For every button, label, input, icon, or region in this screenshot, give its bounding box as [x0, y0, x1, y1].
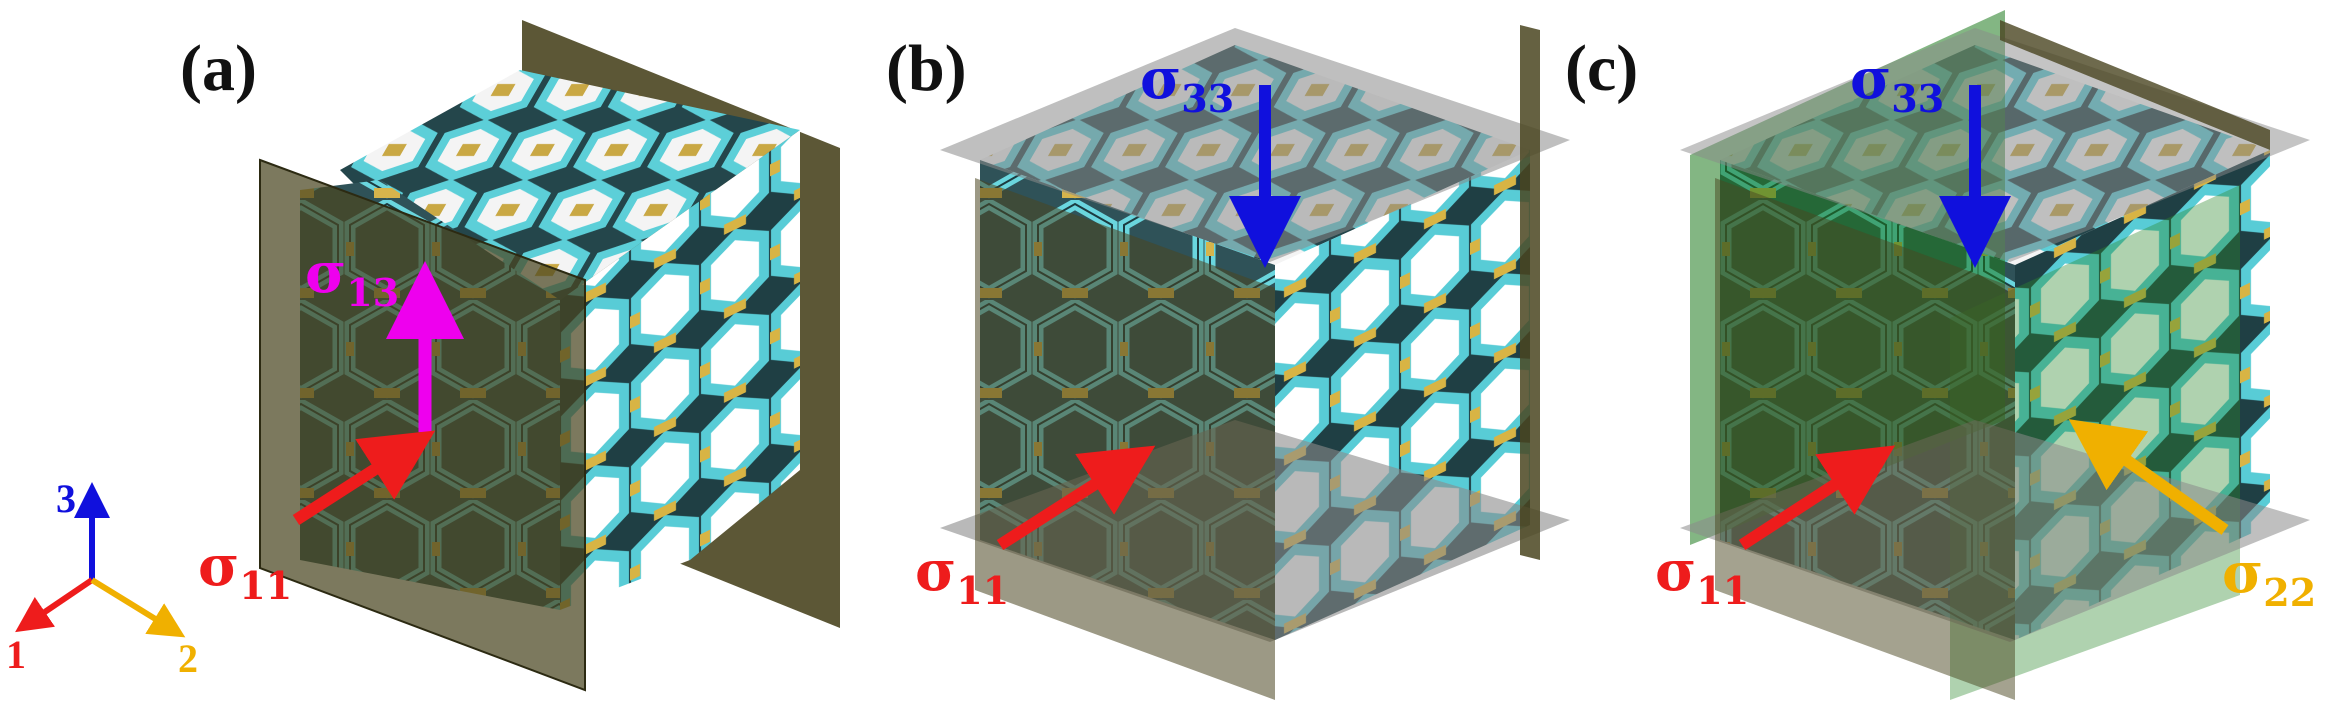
olive-plane-front-edge [259, 158, 586, 692]
sigma11-label-a: σ11 [198, 533, 292, 608]
sigma13-label: σ13 [305, 240, 399, 315]
sigma22-symbol-c: σ [2222, 540, 2263, 606]
lattice-side-face [560, 130, 800, 610]
sigma33-symbol-c: σ [1850, 46, 1891, 112]
panel-a: (a) σ13 σ11 [180, 20, 840, 692]
olive-plane-b [975, 178, 1275, 700]
sigma33-symbol-b: σ [1140, 46, 1181, 112]
sigma13-subscript: 13 [346, 270, 399, 315]
axis-2-label: 2 [178, 636, 198, 681]
sigma11-subscript-a: 11 [239, 563, 292, 608]
sigma33-label-b: σ33 [1140, 46, 1234, 121]
sigma33-subscript-b: 33 [1181, 76, 1234, 121]
sigma11-symbol-a: σ [198, 533, 239, 599]
sigma11-label-b: σ11 [915, 538, 1009, 613]
panel-b: (b) σ33 σ11 [886, 25, 1570, 700]
sigma11-subscript-c: 11 [1696, 568, 1749, 613]
coordinate-triad: 3 1 2 [6, 476, 198, 681]
axis-3-label: 3 [56, 476, 76, 521]
axis-2-arrow [90, 577, 186, 638]
sigma11-label-c: σ11 [1655, 538, 1749, 613]
panel-b-label: (b) [886, 32, 967, 105]
sigma33-label-c: σ33 [1850, 46, 1944, 121]
panel-c: (c) σ33 σ11 σ22 [1565, 10, 2316, 700]
olive-plane-back-c [2000, 20, 2270, 150]
sigma22-subscript-c: 22 [2263, 570, 2316, 615]
sigma11-arrow-a [292, 430, 436, 526]
sigma11-symbol-b: σ [915, 538, 956, 604]
axis-1-label: 1 [6, 632, 26, 677]
sigma11-arrow-b [996, 445, 1156, 551]
panel-c-label: (c) [1565, 32, 1638, 105]
gray-plane-top-b [940, 28, 1570, 262]
olive-plane-back-b [1520, 25, 1540, 560]
gray-plane-top-c [1680, 28, 2310, 262]
sigma22-label-c: σ22 [2222, 540, 2316, 615]
sigma22-arrow-c [2068, 419, 2229, 535]
panel-a-label: (a) [180, 32, 257, 105]
olive-plane-c [1715, 178, 2015, 700]
axis-1-arrow [15, 577, 94, 633]
sigma11-subscript-b: 11 [956, 568, 1009, 613]
sigma13-symbol: σ [305, 240, 346, 306]
sigma33-subscript-c: 33 [1891, 76, 1944, 121]
sigma11-arrow-c [1738, 445, 1896, 551]
sigma11-symbol-c: σ [1655, 538, 1696, 604]
